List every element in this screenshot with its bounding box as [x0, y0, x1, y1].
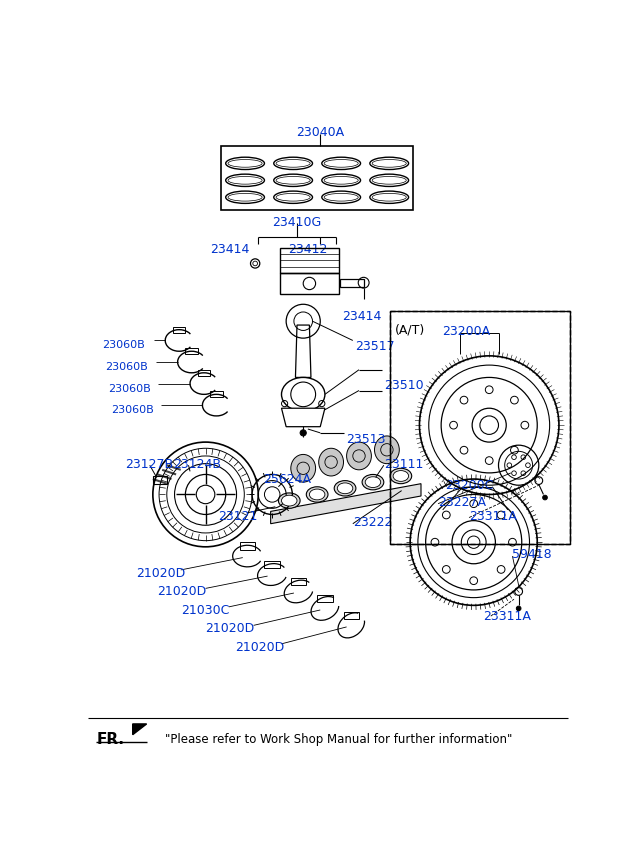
- Ellipse shape: [228, 176, 262, 184]
- Text: 23200A: 23200A: [442, 325, 490, 338]
- Ellipse shape: [390, 468, 412, 483]
- Text: 21020D: 21020D: [205, 622, 255, 635]
- Ellipse shape: [319, 449, 344, 476]
- Bar: [390, 311, 570, 544]
- Text: 23121: 23121: [218, 510, 257, 523]
- Ellipse shape: [370, 191, 408, 204]
- Bar: [390, 311, 570, 544]
- Text: 23510: 23510: [385, 379, 424, 392]
- Bar: [317, 594, 333, 602]
- Text: 21020D: 21020D: [235, 641, 284, 654]
- Text: 25624A: 25624A: [263, 473, 311, 486]
- Ellipse shape: [393, 471, 408, 482]
- Text: 23311A: 23311A: [483, 610, 531, 623]
- Ellipse shape: [362, 474, 384, 490]
- Ellipse shape: [322, 191, 360, 204]
- Ellipse shape: [226, 157, 264, 170]
- Ellipse shape: [324, 193, 358, 201]
- Ellipse shape: [334, 481, 356, 496]
- Ellipse shape: [322, 174, 360, 187]
- Ellipse shape: [372, 159, 406, 167]
- Bar: [153, 476, 167, 483]
- Ellipse shape: [374, 436, 399, 464]
- Bar: [280, 248, 339, 273]
- Text: 23127B: 23127B: [125, 458, 173, 471]
- Bar: [210, 391, 223, 398]
- Bar: [280, 273, 339, 294]
- Ellipse shape: [226, 191, 264, 204]
- Ellipse shape: [372, 193, 406, 201]
- Ellipse shape: [274, 174, 312, 187]
- Text: 23060B: 23060B: [105, 362, 148, 372]
- Bar: [264, 561, 280, 568]
- Circle shape: [543, 495, 547, 499]
- Bar: [198, 370, 210, 376]
- Ellipse shape: [372, 176, 406, 184]
- Ellipse shape: [370, 174, 408, 187]
- Text: 23412: 23412: [288, 243, 327, 256]
- Ellipse shape: [365, 477, 381, 488]
- Ellipse shape: [324, 159, 358, 167]
- Ellipse shape: [291, 455, 316, 483]
- Bar: [173, 326, 186, 332]
- Text: 59418: 59418: [513, 549, 552, 561]
- Text: 23111: 23111: [384, 458, 423, 471]
- Ellipse shape: [278, 493, 300, 508]
- Text: FR.: FR.: [97, 732, 125, 746]
- Text: 23060B: 23060B: [108, 383, 150, 393]
- Text: 23227A: 23227A: [438, 496, 486, 509]
- Text: 23311A: 23311A: [469, 510, 517, 523]
- Bar: [344, 611, 359, 619]
- Text: 21030C: 21030C: [180, 604, 229, 616]
- Ellipse shape: [274, 191, 312, 204]
- Text: 21020D: 21020D: [136, 566, 185, 580]
- Ellipse shape: [309, 489, 325, 499]
- Ellipse shape: [276, 159, 310, 167]
- Ellipse shape: [337, 483, 353, 494]
- Ellipse shape: [347, 442, 371, 470]
- Bar: [186, 349, 198, 354]
- Ellipse shape: [282, 377, 325, 411]
- Text: 23124B: 23124B: [173, 458, 221, 471]
- Ellipse shape: [228, 193, 262, 201]
- Bar: [340, 279, 364, 287]
- Ellipse shape: [226, 174, 264, 187]
- Circle shape: [516, 606, 521, 611]
- Polygon shape: [132, 724, 147, 734]
- Ellipse shape: [324, 176, 358, 184]
- Text: 23410G: 23410G: [273, 215, 322, 229]
- Ellipse shape: [276, 193, 310, 201]
- Polygon shape: [282, 408, 325, 427]
- Bar: [221, 147, 413, 209]
- Text: 23517: 23517: [355, 340, 395, 354]
- Bar: [239, 542, 255, 550]
- Text: 23222: 23222: [353, 516, 392, 529]
- Circle shape: [300, 430, 307, 436]
- Text: 23414: 23414: [342, 310, 381, 322]
- Text: 23060B: 23060B: [102, 340, 145, 350]
- Text: 23200C: 23200C: [445, 479, 493, 492]
- Polygon shape: [271, 483, 421, 524]
- Text: 23414: 23414: [210, 243, 250, 256]
- Ellipse shape: [370, 157, 408, 170]
- Text: 23513: 23513: [346, 432, 385, 446]
- Text: 23060B: 23060B: [111, 405, 154, 416]
- Text: 21020D: 21020D: [157, 585, 207, 599]
- Ellipse shape: [307, 487, 328, 502]
- Polygon shape: [296, 325, 311, 377]
- Ellipse shape: [276, 176, 310, 184]
- Ellipse shape: [228, 159, 262, 167]
- Ellipse shape: [274, 157, 312, 170]
- Ellipse shape: [322, 157, 360, 170]
- Text: "Please refer to Work Shop Manual for further information": "Please refer to Work Shop Manual for fu…: [165, 734, 513, 746]
- Ellipse shape: [282, 495, 297, 506]
- Text: (A/T): (A/T): [395, 324, 425, 337]
- Text: 23040A: 23040A: [296, 126, 344, 139]
- Bar: [291, 577, 307, 585]
